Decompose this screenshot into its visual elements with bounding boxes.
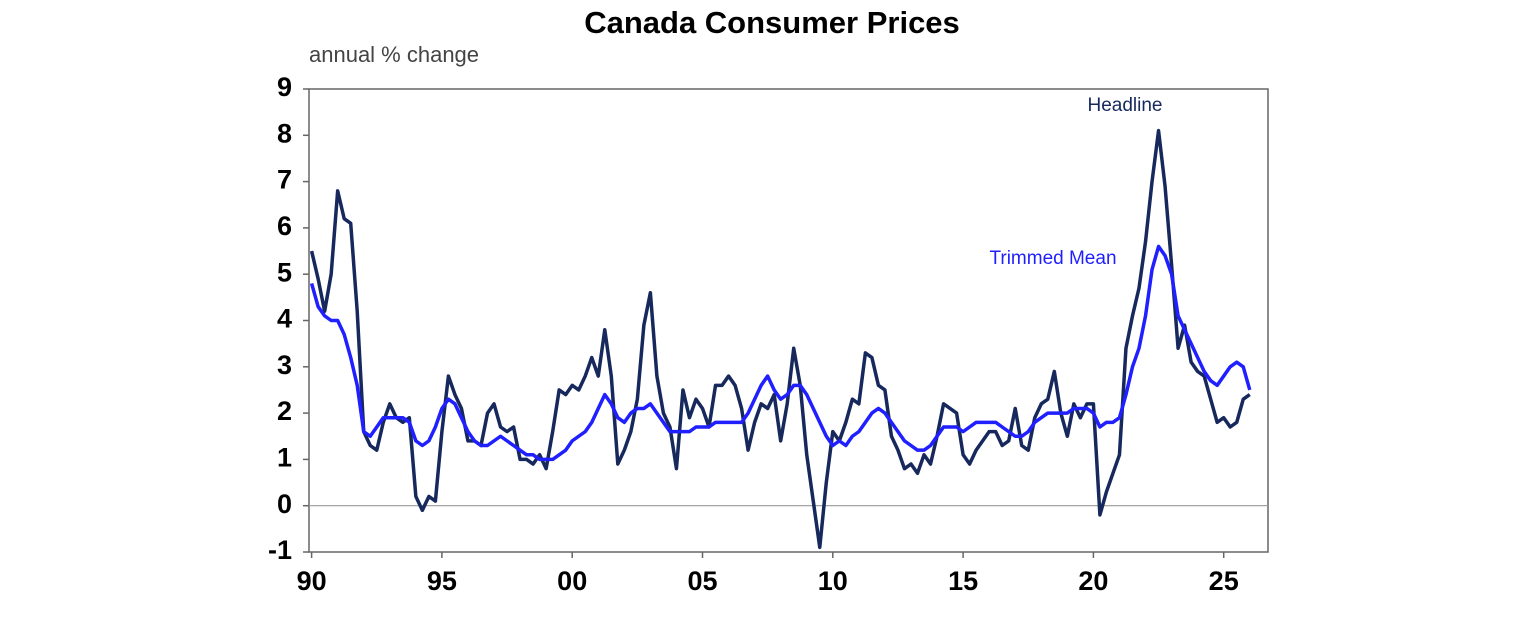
x-tick-label: 00 <box>557 566 587 596</box>
plot-frame <box>308 88 1269 553</box>
y-tick-label: 9 <box>277 72 292 102</box>
y-tick-label: 0 <box>277 489 292 519</box>
y-tick-label: 3 <box>277 350 292 380</box>
x-tick-label: 15 <box>948 566 978 596</box>
y-tick-label: 5 <box>277 257 292 287</box>
x-tick-label: 05 <box>687 566 717 596</box>
x-tick-label: 10 <box>818 566 848 596</box>
series-label: Trimmed Mean <box>989 248 1116 269</box>
series-line <box>309 244 1252 462</box>
y-tick-label: 8 <box>277 118 292 148</box>
y-tick-label: 1 <box>277 443 292 473</box>
y-tick-label: 4 <box>277 304 292 334</box>
x-tick-label: 25 <box>1209 566 1239 596</box>
chart-title: Canada Consumer Prices <box>584 5 960 40</box>
y-tick-label: 6 <box>277 211 292 241</box>
x-tick-label: 95 <box>427 566 457 596</box>
y-tick-label: 7 <box>277 165 292 195</box>
series-line <box>309 128 1251 550</box>
chart-subtitle: annual % change <box>309 42 479 67</box>
series-label: Headline <box>1088 95 1163 116</box>
y-tick-label: -1 <box>268 535 292 565</box>
x-tick-label: 90 <box>297 566 327 596</box>
y-tick-label: 2 <box>277 396 292 426</box>
x-tick-label: 20 <box>1078 566 1108 596</box>
